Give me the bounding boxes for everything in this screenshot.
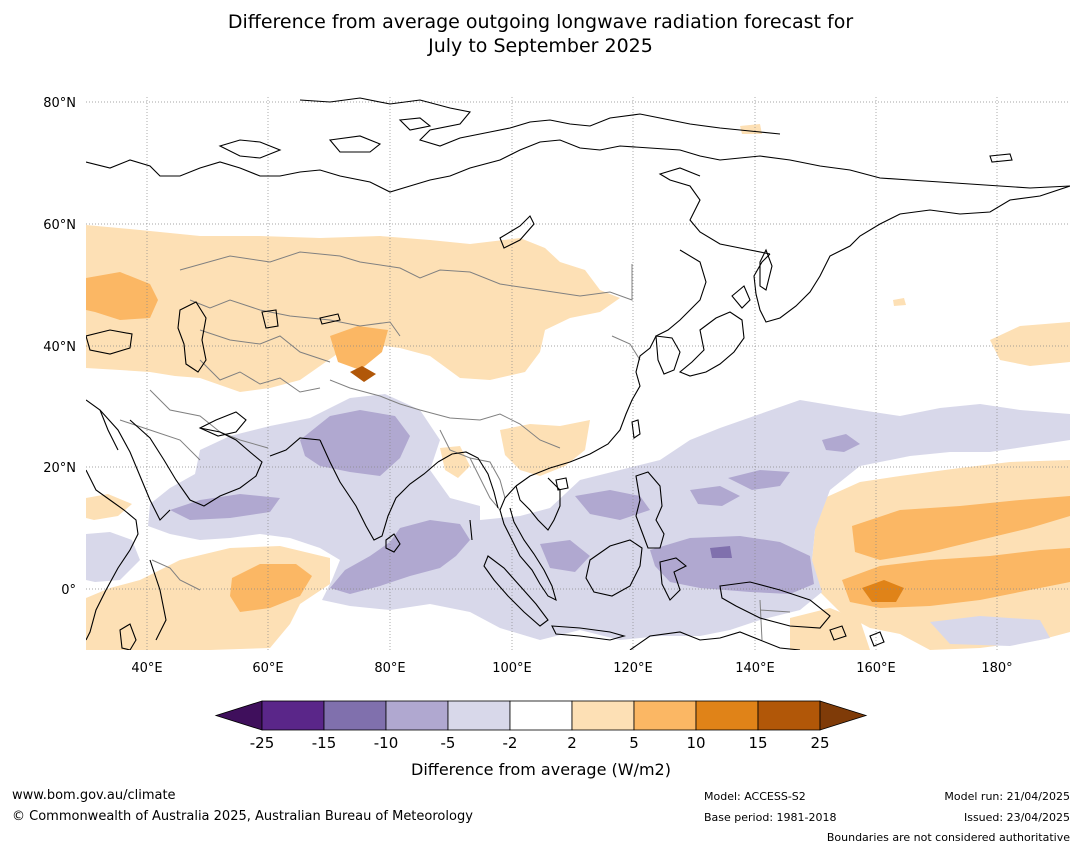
map-panel bbox=[86, 97, 1070, 650]
lon-label-140e: 140°E bbox=[735, 661, 775, 676]
colorbar-segment bbox=[509, 700, 573, 731]
colorbar-tick-label: 10 bbox=[686, 734, 705, 752]
colorbar-tick-label: 5 bbox=[629, 734, 639, 752]
footer-url: www.bom.gov.au/climate bbox=[12, 788, 176, 803]
colorbar-tick-label: -25 bbox=[250, 734, 275, 752]
footer-copyright: © Commonwealth of Australia 2025, Austra… bbox=[12, 809, 473, 824]
lat-label-20n: 20°N bbox=[43, 461, 76, 476]
latitude-labels: 80°N 60°N 40°N 20°N 0° bbox=[43, 96, 76, 598]
lat-label-40n: 40°N bbox=[43, 340, 76, 355]
footer-base-period: Base period: 1981-2018 bbox=[704, 811, 837, 824]
colorbar-segment bbox=[633, 700, 697, 731]
colorbar-segment bbox=[571, 700, 635, 731]
colorbar-arrow-high bbox=[819, 700, 868, 731]
colorbar-segment bbox=[323, 700, 387, 731]
footer-model-run: Model run: 21/04/2025 bbox=[944, 790, 1070, 803]
lat-label-60n: 60°N bbox=[43, 218, 76, 233]
lon-label-180: 180° bbox=[981, 661, 1012, 676]
colorbar-legend: -25 -15 -10 -5 -2 2 5 10 15 25 Difference from av… bbox=[214, 700, 868, 779]
colorbar-tick-label: -2 bbox=[503, 734, 518, 752]
footer-disclaimer: Boundaries are not considered authoritat… bbox=[826, 831, 1070, 844]
graticule bbox=[86, 97, 1070, 650]
negative-anomaly-regions bbox=[86, 394, 1070, 646]
lon-label-60e: 60°E bbox=[252, 661, 283, 676]
colorbar-segment bbox=[757, 700, 821, 731]
colorbar-tick-label: -5 bbox=[441, 734, 456, 752]
colorbar-segment bbox=[447, 700, 511, 731]
longitude-labels: 40°E 60°E 80°E 100°E 120°E 140°E 160°E 1… bbox=[131, 661, 1012, 676]
lat-label-0: 0° bbox=[61, 583, 76, 598]
map-figure: 80°N 60°N 40°N 20°N 0° 40°E 60°E 80°E 10… bbox=[43, 96, 1070, 676]
colorbar-tick-label: -10 bbox=[374, 734, 399, 752]
lon-label-80e: 80°E bbox=[374, 661, 405, 676]
lon-label-120e: 120°E bbox=[613, 661, 653, 676]
footer-issued: Issued: 23/04/2025 bbox=[963, 811, 1070, 824]
colorbar-tick-label: 25 bbox=[810, 734, 829, 752]
country-boundaries bbox=[119, 251, 791, 641]
lon-label-40e: 40°E bbox=[131, 661, 162, 676]
lat-label-80n: 80°N bbox=[43, 96, 76, 111]
title-line-2: July to September 2025 bbox=[428, 35, 653, 57]
colorbar-tick-label: 15 bbox=[748, 734, 767, 752]
colorbar-arrow-low bbox=[214, 700, 263, 731]
chart-title: Difference from average outgoing longwav… bbox=[0, 10, 1081, 58]
footer-model: Model: ACCESS-S2 bbox=[704, 790, 806, 803]
colorbar-tick-labels: -25 -15 -10 -5 -2 2 5 10 15 25 bbox=[250, 734, 830, 752]
title-line-1: Difference from average outgoing longwav… bbox=[227, 11, 854, 33]
colorbar-segment bbox=[695, 700, 759, 731]
colorbar-label: Difference from average (W/m2) bbox=[411, 760, 671, 779]
colorbar-tick-label: 2 bbox=[567, 734, 577, 752]
colorbar-segment bbox=[261, 700, 325, 731]
lon-label-160e: 160°E bbox=[856, 661, 896, 676]
coastlines bbox=[86, 97, 1070, 650]
positive-anomaly-regions bbox=[86, 124, 1070, 650]
lon-label-100e: 100°E bbox=[492, 661, 532, 676]
colorbar-tick-label: -15 bbox=[312, 734, 337, 752]
colorbar-segment bbox=[385, 700, 449, 731]
colorbar bbox=[214, 700, 868, 731]
